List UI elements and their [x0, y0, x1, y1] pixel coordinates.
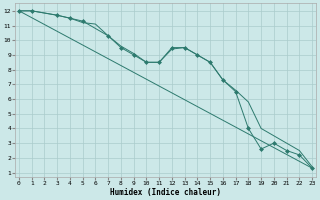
X-axis label: Humidex (Indice chaleur): Humidex (Indice chaleur) [110, 188, 221, 197]
